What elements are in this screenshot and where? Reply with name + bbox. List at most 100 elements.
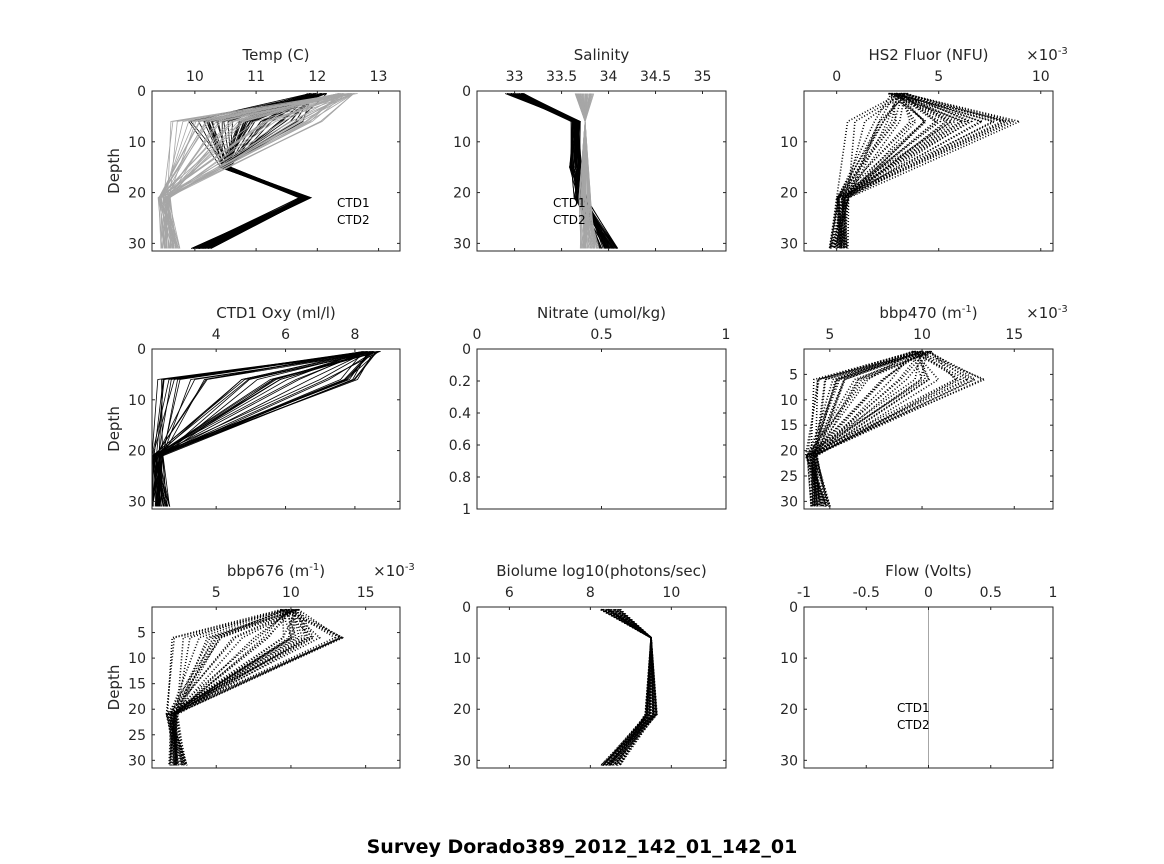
series-trace-ctd1 bbox=[602, 608, 652, 766]
y-tick-label: 10 bbox=[128, 393, 146, 409]
subplot-6: 5 10 15 5 10 15 20 25 30 bbp470 (m-1) ×10-3 bbox=[780, 304, 1068, 510]
series-trace-ctd2 bbox=[584, 93, 588, 249]
series-trace-ctd1 bbox=[833, 92, 953, 249]
axes-box bbox=[151, 606, 401, 769]
series-trace-ctd2 bbox=[575, 93, 598, 249]
figure-title: Survey Dorado389_2012_142_01_142_01 bbox=[366, 836, 798, 858]
subplot-2: 33 33.5 34 34.5 35 0 10 20 30 Salinity CTD1 CTD2 bbox=[453, 46, 727, 252]
axes-box bbox=[476, 348, 727, 510]
axes-box bbox=[803, 348, 1054, 510]
series-trace-ctd1 bbox=[808, 350, 929, 507]
y-tick-label: 5 bbox=[137, 626, 146, 642]
subplot-title: Temp (C) bbox=[242, 46, 310, 64]
x-tick-label: 33 bbox=[506, 69, 524, 85]
series-trace-ctd1 bbox=[611, 608, 655, 766]
series-trace-ctd1 bbox=[812, 351, 930, 507]
subplot-title: HS2 Fluor (NFU) bbox=[868, 46, 988, 64]
series-trace-ctd1 bbox=[843, 92, 937, 249]
y-tick-label: 10 bbox=[128, 135, 146, 151]
y-tick-label: 30 bbox=[128, 494, 146, 510]
y-tick-label: 0.6 bbox=[449, 438, 471, 454]
x-tick-label: 10 bbox=[913, 327, 931, 343]
series-trace-ctd1 bbox=[814, 350, 931, 507]
y-tick-label: 0.2 bbox=[449, 374, 471, 390]
series-trace-ctd1 bbox=[812, 350, 916, 507]
y-tick-label: 10 bbox=[780, 393, 798, 409]
series-trace-ctd1 bbox=[167, 608, 300, 766]
series-trace-ctd1 bbox=[168, 609, 299, 766]
series-trace-ctd1 bbox=[174, 609, 309, 766]
series-trace-ctd2 bbox=[167, 93, 353, 249]
x-tick-label: 5 bbox=[212, 585, 221, 601]
y-tick-label: 20 bbox=[780, 186, 798, 202]
legend-entry-ctd2: CTD2 bbox=[553, 213, 586, 227]
legend-entry-ctd2: CTD2 bbox=[337, 213, 370, 227]
series-trace-ctd1 bbox=[155, 351, 367, 507]
x-tick-label: 0 bbox=[473, 327, 482, 343]
legend-entry-ctd1: CTD1 bbox=[337, 196, 370, 210]
y-tick-label: 30 bbox=[453, 236, 471, 252]
subplot-8: 6 8 10 0 10 20 30 Biolume log10(photons/sec) bbox=[453, 562, 727, 769]
x-tick-label: 5 bbox=[934, 69, 943, 85]
series-trace-ctd1 bbox=[158, 351, 364, 507]
series-trace-ctd1 bbox=[176, 609, 315, 766]
series-trace-ctd1 bbox=[810, 350, 913, 507]
series-trace-ctd1 bbox=[169, 608, 299, 766]
series-trace-ctd1 bbox=[157, 351, 373, 507]
subplot-5: 0 0.5 1 0 0.2 0.4 0.6 0.8 1 Nitrate (umol/kg) bbox=[449, 304, 731, 518]
legend-entry-ctd1: CTD1 bbox=[897, 701, 930, 715]
axes-box bbox=[151, 90, 401, 252]
series-trace-ctd1 bbox=[828, 93, 906, 249]
series-trace-ctd1 bbox=[811, 350, 919, 507]
series-trace-ctd1 bbox=[813, 350, 917, 507]
data-layer bbox=[152, 351, 381, 507]
series-trace-ctd1 bbox=[840, 92, 965, 249]
y-tick-label: 30 bbox=[780, 753, 798, 769]
x-tick-label: 0 bbox=[832, 69, 841, 85]
x-tick-label: 0 bbox=[924, 585, 933, 601]
data-layer bbox=[600, 608, 658, 766]
series-trace-ctd1 bbox=[169, 608, 337, 766]
series-trace-ctd1 bbox=[832, 92, 1004, 249]
y-tick-label: 0.4 bbox=[449, 406, 471, 422]
y-tick-label: 25 bbox=[128, 728, 146, 744]
series-trace-ctd1 bbox=[165, 608, 288, 766]
data-layer bbox=[157, 93, 358, 249]
series-trace-ctd1 bbox=[168, 608, 345, 766]
series-trace-ctd1 bbox=[161, 351, 375, 507]
series-trace-ctd1 bbox=[523, 93, 615, 249]
series-trace-ctd1 bbox=[156, 351, 377, 507]
y-tick-label: 15 bbox=[780, 418, 798, 434]
y-tick-label: 20 bbox=[128, 702, 146, 718]
x-tick-label: 11 bbox=[247, 69, 265, 85]
series-trace-ctd1 bbox=[836, 92, 974, 249]
y-tick-label: 0 bbox=[789, 600, 798, 616]
x-tick-label: -1 bbox=[797, 585, 811, 601]
series-trace-ctd1 bbox=[843, 92, 926, 249]
axes-box bbox=[803, 90, 1054, 252]
data-layer bbox=[504, 93, 619, 249]
series-trace-ctd2 bbox=[158, 93, 355, 249]
series-trace-ctd1 bbox=[169, 609, 292, 766]
y-axis-label: Depth bbox=[105, 406, 123, 452]
series-trace-ctd1 bbox=[829, 92, 957, 249]
series-trace-ctd1 bbox=[811, 350, 923, 507]
series-trace-ctd1 bbox=[814, 350, 927, 507]
series-trace-ctd1 bbox=[174, 609, 289, 766]
series-trace-ctd1 bbox=[605, 608, 655, 766]
subplot-title: Biolume log10(photons/sec) bbox=[496, 562, 707, 580]
subplot-title: Salinity bbox=[574, 46, 630, 64]
series-trace-ctd1 bbox=[171, 609, 296, 766]
subplot-4: 4 6 8 0 10 20 30 CTD1 Oxy (ml/l) Depth bbox=[105, 304, 401, 510]
series-trace-ctd1 bbox=[606, 608, 658, 766]
series-trace-ctd2 bbox=[167, 93, 354, 249]
y-tick-label: 30 bbox=[453, 753, 471, 769]
y-tick-label: 10 bbox=[453, 135, 471, 151]
subplot-7: 5 10 15 5 10 15 20 25 30 bbp676 (m-1) ×10-3 Depth bbox=[105, 562, 415, 769]
y-tick-label: 20 bbox=[128, 186, 146, 202]
subplot-3: 0 5 10 10 20 30 HS2 Fluor (NFU) ×10-3 bbox=[780, 46, 1068, 252]
x-tick-label: 5 bbox=[825, 327, 834, 343]
y-tick-label: 30 bbox=[128, 753, 146, 769]
y-tick-label: 10 bbox=[780, 651, 798, 667]
series-trace-ctd2 bbox=[580, 93, 591, 249]
